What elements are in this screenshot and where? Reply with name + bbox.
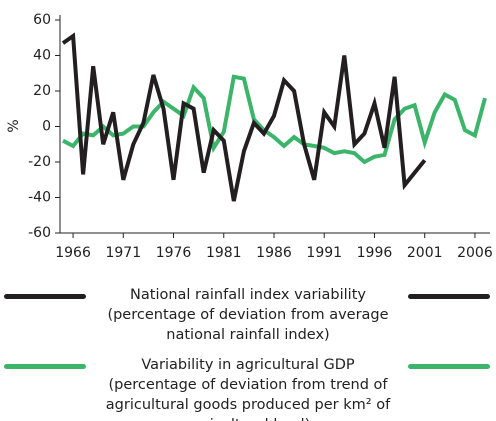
- legend-swatch: [408, 294, 490, 299]
- y-tick-label: 40: [33, 48, 51, 64]
- y-tick-label: -20: [28, 154, 51, 170]
- legend-swatch: [408, 364, 490, 369]
- y-tick-label: 60: [33, 12, 51, 28]
- x-tick-label: 1981: [206, 245, 242, 261]
- line-series: [62, 74, 487, 165]
- y-tick-label: -60: [28, 225, 51, 241]
- legend-label: Variability in agricultural GDP (percent…: [105, 357, 391, 421]
- x-tick-label: 1976: [156, 245, 192, 261]
- x-tick-label: 2001: [407, 245, 443, 261]
- legend-swatch: [4, 364, 86, 369]
- legend-label: National rainfall index variability (per…: [107, 287, 389, 343]
- legend-swatch: [4, 294, 86, 299]
- x-tick-label: 1971: [105, 245, 141, 261]
- legend-entry: Variability in agricultural GDP (percent…: [0, 355, 496, 421]
- y-tick-label: -40: [28, 190, 51, 206]
- y-tick-label: 20: [33, 83, 51, 99]
- x-tick-label: 1991: [306, 245, 342, 261]
- y-tick-label: 0: [42, 119, 51, 135]
- y-axis-label: %: [6, 119, 22, 132]
- line-series: [61, 32, 427, 202]
- x-tick-label: 1986: [256, 245, 292, 261]
- x-tick-label: 2006: [457, 245, 493, 261]
- legend-entry: National rainfall index variability (per…: [0, 285, 496, 355]
- chart: % -60 -40 -20 0 20 40 60 1966 1971 1976 1981 1986 19…: [6, 12, 493, 261]
- x-tick-label: 1966: [55, 245, 91, 261]
- x-tick-label: 1996: [357, 245, 393, 261]
